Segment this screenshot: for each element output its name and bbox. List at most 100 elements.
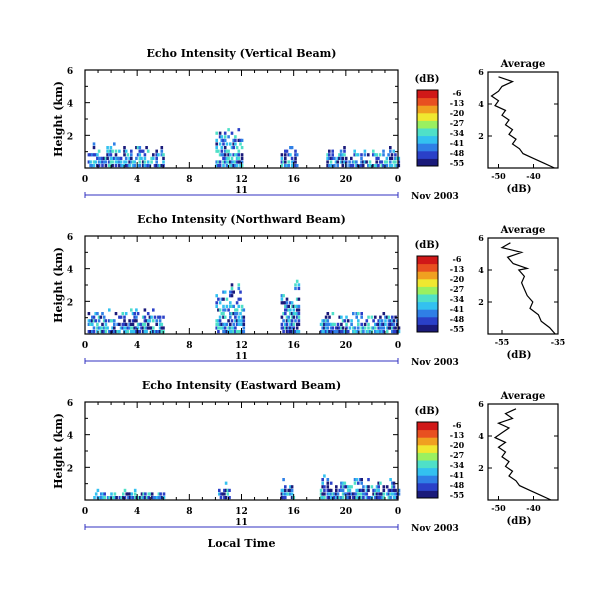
echo-cell: [292, 312, 296, 316]
echo-cell: [118, 156, 121, 160]
echo-cell: [382, 322, 386, 326]
echo-cell: [128, 326, 131, 330]
echo-cell: [150, 160, 153, 164]
echo-cell: [127, 496, 130, 500]
echo-cell: [295, 279, 299, 283]
echo-cell: [375, 488, 379, 492]
echo-cell: [162, 156, 165, 160]
echo-cell: [91, 322, 94, 326]
echo-cell: [365, 330, 369, 334]
echo-cell: [240, 330, 244, 334]
echo-cell: [382, 153, 385, 157]
echo-cell: [295, 304, 299, 308]
echo-cell: [87, 319, 91, 323]
echo-cell: [230, 319, 234, 323]
echo-cell: [338, 488, 341, 492]
echo-cell: [352, 330, 355, 334]
echo-cell: [389, 492, 392, 496]
y-axis-label: Height (km): [52, 247, 65, 323]
echo-cell: [377, 319, 380, 323]
echo-cell: [155, 156, 158, 160]
echo-cell: [113, 330, 116, 334]
echo-cell: [87, 160, 91, 164]
echo-cell: [380, 326, 384, 330]
echo-cell: [222, 322, 225, 326]
x-tick-label: 8: [186, 175, 192, 185]
echo-cell: [292, 304, 296, 308]
echo-cell: [372, 164, 375, 168]
echo-cell: [289, 146, 292, 150]
echo-cell: [280, 326, 284, 330]
echo-cell: [360, 160, 363, 164]
echo-cell: [217, 160, 220, 164]
echo-cell: [92, 146, 96, 150]
echo-cell: [97, 149, 101, 153]
echo-cell: [101, 322, 104, 326]
echo-cell: [131, 319, 135, 323]
echo-cell: [160, 149, 164, 153]
echo-cell: [228, 488, 231, 492]
colorbar-swatch: [417, 482, 438, 491]
echo-cell: [377, 485, 380, 489]
colorbar-swatch: [417, 286, 438, 295]
echo-cell: [329, 322, 333, 326]
echo-cell: [219, 492, 223, 496]
echo-cell: [362, 330, 365, 334]
echo-cell: [234, 138, 237, 142]
echo-cell: [239, 322, 242, 326]
echo-cell: [372, 319, 375, 323]
echo-cell: [333, 492, 336, 496]
echo-cell: [367, 330, 370, 334]
echo-cell: [222, 160, 225, 164]
echo-cell: [99, 326, 103, 330]
echo-cell: [287, 330, 290, 334]
colorbar-tick-label: -6: [453, 88, 462, 98]
echo-cell: [215, 322, 218, 326]
echo-cell: [348, 492, 352, 496]
echo-cell: [396, 492, 399, 496]
echo-cell: [360, 312, 363, 316]
echo-cell: [375, 160, 378, 164]
echo-cell: [290, 315, 294, 319]
echo-cell: [94, 312, 97, 316]
echo-cell: [379, 322, 382, 326]
echo-cell: [158, 319, 162, 323]
echo-cell: [282, 160, 285, 164]
echo-cell: [215, 294, 218, 298]
colorbar-tick-label: -55: [450, 324, 464, 334]
echo-cell: [285, 149, 289, 153]
echo-cell: [217, 164, 220, 168]
day-label: 11: [235, 186, 248, 196]
echo-cell: [326, 488, 330, 492]
echo-cell: [94, 492, 98, 496]
echo-cell: [135, 326, 138, 330]
echo-cell: [133, 488, 137, 492]
echo-cell: [360, 488, 363, 492]
echo-cell: [345, 315, 348, 319]
x-axis-label: Local Time: [208, 537, 276, 550]
echo-cell: [391, 326, 394, 330]
echo-cell: [130, 330, 133, 334]
echo-cell: [343, 485, 347, 489]
echo-cell: [346, 496, 350, 500]
echo-cell: [106, 326, 109, 330]
echo-cell: [140, 326, 143, 330]
echo-cell: [360, 315, 363, 319]
echo-cell: [353, 481, 357, 485]
echo-cell: [375, 330, 379, 334]
echo-cell: [341, 330, 345, 334]
echo-cell: [384, 315, 387, 319]
echo-cell: [340, 326, 343, 330]
echo-cell: [136, 153, 140, 157]
echo-cell: [94, 319, 97, 323]
echo-cell: [280, 488, 284, 492]
echo-cell: [223, 488, 226, 492]
echo-cell: [109, 153, 113, 157]
echo-cell: [113, 326, 116, 330]
echo-cell: [223, 290, 227, 294]
echo-cell: [331, 492, 335, 496]
echo-cell: [223, 322, 227, 326]
echo-cell: [89, 322, 92, 326]
echo-cell: [160, 330, 164, 334]
